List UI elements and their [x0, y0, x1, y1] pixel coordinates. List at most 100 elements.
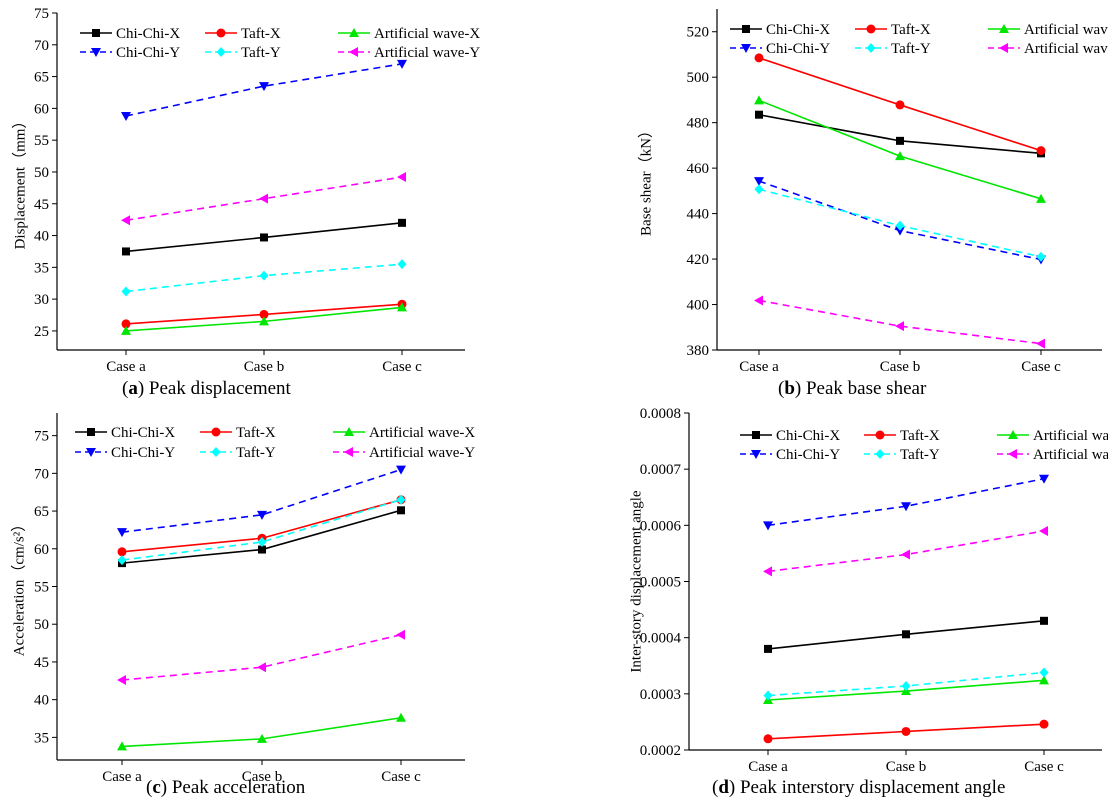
y-tick-label: 70 — [34, 466, 49, 482]
y-tick-label: 50 — [34, 165, 49, 181]
series-artificial-wave-y — [754, 295, 1045, 349]
data-point — [397, 59, 407, 69]
x-tick-label: Case c — [382, 359, 422, 375]
legend-entry: Taft-Y — [855, 41, 931, 57]
panel-d: 0.0002 0.0003 0.0004 0.0005 0.0006 0.0007 0.00… — [628, 406, 1108, 775]
data-point — [763, 521, 773, 531]
y-axis-label: Inter-story displacement angle — [628, 490, 644, 672]
data-point — [117, 528, 127, 538]
data-point — [396, 629, 405, 640]
y-tick-label: 50 — [34, 617, 49, 633]
data-point — [257, 510, 267, 520]
legend-entry: Chi-Chi-X — [740, 428, 840, 444]
series-chi-chi-y — [763, 474, 1049, 531]
x-tick-label: Case a — [748, 759, 788, 775]
legend-label: Chi-Chi-X — [111, 425, 175, 441]
data-point — [1039, 667, 1049, 678]
x-tick-label: Case b — [244, 359, 284, 375]
data-point — [1040, 616, 1048, 625]
legend-label: Chi-Chi-Y — [776, 447, 840, 463]
data-point — [763, 734, 773, 744]
y-tick-label: 520 — [687, 25, 710, 41]
legend-label: Artificial wave-Y — [374, 45, 480, 61]
data-point — [396, 494, 406, 505]
data-point — [259, 316, 269, 326]
legend-marker — [349, 47, 358, 57]
legend-entry: Taft-X — [855, 22, 931, 38]
y-tick-label: 500 — [687, 70, 710, 86]
series-taft-y — [763, 667, 1049, 701]
legend-entry: Chi-Chi-Y — [730, 41, 830, 57]
legend-label: Taft-Y — [241, 45, 281, 61]
data-point — [763, 690, 773, 701]
y-tick-label: 0.0004 — [640, 631, 682, 647]
legend-entry: Artificial wave-X — [338, 26, 480, 42]
y-tick-label: 75 — [34, 429, 49, 445]
legend-entry: Chi-Chi-Y — [740, 447, 840, 463]
legend-entry: Chi-Chi-X — [75, 425, 175, 441]
y-tick-label: 35 — [34, 260, 49, 276]
legend-marker — [866, 43, 876, 53]
series-chi-chi-x — [122, 218, 406, 256]
legend-entry: Taft-X — [864, 428, 940, 444]
data-point — [257, 733, 267, 743]
series-artificial-wave-y — [121, 172, 406, 226]
data-point — [117, 547, 127, 557]
data-point — [1039, 675, 1049, 685]
series-line — [121, 633, 402, 681]
data-point — [763, 566, 772, 577]
legend-marker — [752, 431, 760, 439]
legend-label: Taft-Y — [900, 447, 940, 463]
series-artificial-wave-x — [117, 712, 406, 751]
legend-marker — [875, 430, 885, 440]
data-point — [397, 506, 405, 515]
x-tick-label: Case a — [102, 769, 142, 785]
series-artificial-wave-y — [117, 629, 405, 686]
y-tick-label: 45 — [34, 655, 49, 671]
legend-marker — [875, 449, 885, 459]
y-tick-label: 75 — [34, 6, 49, 22]
legend-label: Artificial wave-Y — [1024, 41, 1108, 57]
caption-d: (d) Peak interstory displacement angle — [712, 777, 1006, 798]
y-tick-label: 380 — [687, 343, 710, 359]
data-point — [257, 536, 267, 547]
legend-label: Chi-Chi-Y — [111, 445, 175, 461]
data-point — [755, 110, 763, 119]
legend-entry: Artificial wave-Y — [997, 447, 1108, 463]
legend-entry: Artificial wave-Y — [333, 445, 475, 461]
data-point — [121, 286, 131, 297]
y-tick-label: 480 — [687, 116, 710, 132]
data-point — [901, 680, 911, 691]
y-tick-label: 40 — [34, 693, 49, 709]
panel-b: 380 400 420 440 460 480 500 520 Case a Case b Case… — [637, 9, 1108, 375]
data-point — [257, 662, 266, 673]
legend-entry: Artificial wave-X — [333, 425, 475, 441]
data-point — [764, 644, 772, 653]
data-point — [117, 675, 126, 686]
legend-label: Artificial wave-X — [369, 425, 475, 441]
legend-entry: Chi-Chi-Y — [80, 45, 180, 61]
data-point — [1036, 251, 1046, 262]
data-point — [895, 151, 905, 161]
y-axis-label: Base shear（kN） — [637, 123, 654, 236]
data-point — [259, 82, 269, 92]
legend-entry: Chi-Chi-X — [730, 22, 830, 38]
data-point — [122, 247, 130, 256]
legend-entry: Chi-Chi-Y — [75, 445, 175, 461]
legend-marker — [86, 448, 96, 457]
legend-entry: Chi-Chi-X — [80, 26, 180, 42]
legend-entry: Artificial wave-Y — [988, 41, 1108, 57]
legend-label: Taft-X — [241, 26, 281, 42]
data-point — [121, 215, 130, 226]
y-tick-label: 0.0006 — [640, 518, 682, 534]
legend-entry: Artificial wave-Y — [338, 45, 480, 61]
legend-marker — [216, 47, 226, 57]
legend-entry: Taft-X — [205, 26, 281, 42]
legend-entry: Taft-Y — [200, 445, 276, 461]
data-point — [895, 226, 905, 236]
y-tick-label: 55 — [34, 580, 49, 596]
data-point — [259, 270, 269, 281]
x-tick-label: Case a — [739, 359, 779, 375]
legend-label: Artificial wave-X — [374, 26, 480, 42]
x-tick-label: Case b — [886, 759, 926, 775]
